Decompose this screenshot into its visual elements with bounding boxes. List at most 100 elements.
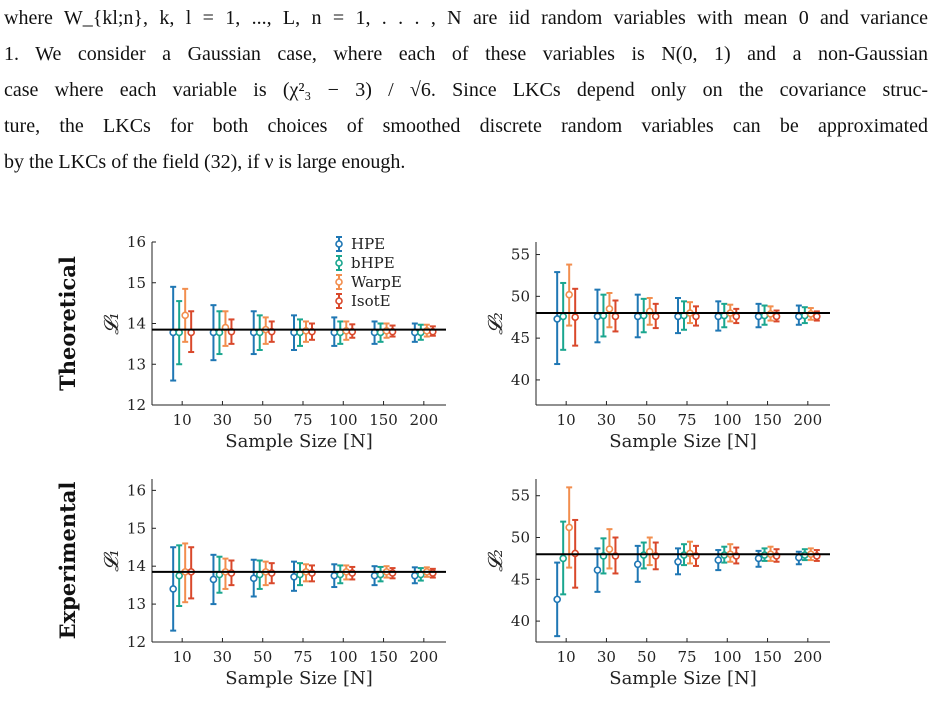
mean-marker-warpe bbox=[605, 305, 614, 313]
mean-marker-hpe bbox=[370, 571, 379, 580]
legend-swatch-marker bbox=[335, 259, 343, 267]
mean-marker-bhpe bbox=[175, 571, 183, 580]
x-tick-label: 200 bbox=[794, 648, 823, 666]
text-line-1: where W_{kl;n}, k, l = 1, ..., L, n = 1,… bbox=[4, 7, 928, 29]
y-tick-label: 13 bbox=[127, 355, 146, 373]
y-tick-label: 13 bbox=[127, 595, 146, 613]
x-tick-label: 150 bbox=[753, 411, 782, 429]
y-tick-label: 16 bbox=[127, 233, 146, 251]
chart-panel-2: 40 45 50 55 10 30 50 75 100 150 200 Sample Size [N]… bbox=[483, 242, 830, 452]
x-tick-label: 150 bbox=[369, 411, 398, 429]
legend-label-isote: IsotE bbox=[351, 292, 391, 310]
mean-marker-warpe bbox=[605, 545, 614, 554]
mean-marker-hpe bbox=[795, 312, 803, 321]
legend-swatch-marker bbox=[335, 278, 343, 286]
y-tick-label: 14 bbox=[127, 557, 146, 575]
lkc-errorbar-figure: 12 13 14 15 16 10 30 50 75 100 150 200 Sample Size [… bbox=[55, 233, 830, 689]
mean-marker-hpe bbox=[249, 574, 258, 583]
x-tick-label: 100 bbox=[713, 648, 742, 666]
x-tick-label: 75 bbox=[293, 648, 312, 666]
x-tick-label: 50 bbox=[637, 648, 656, 666]
x-tick-label: 200 bbox=[794, 411, 823, 429]
mean-marker-hpe bbox=[795, 553, 803, 562]
x-tick-label: 75 bbox=[293, 411, 312, 429]
x-tick-label: 10 bbox=[173, 411, 192, 429]
mean-marker-isote bbox=[571, 313, 579, 322]
mean-marker-bhpe bbox=[559, 312, 567, 321]
mean-marker-hpe bbox=[553, 315, 561, 323]
y-tick-label: 12 bbox=[127, 633, 146, 651]
legend-swatch-marker bbox=[335, 240, 343, 248]
y-tick-label: 45 bbox=[511, 329, 530, 347]
mean-marker-bhpe bbox=[559, 554, 567, 563]
mean-marker-hpe bbox=[169, 585, 177, 593]
x-tick-label: 30 bbox=[213, 411, 232, 429]
x-tick-label: 150 bbox=[753, 648, 782, 666]
row-label: Experimental bbox=[55, 482, 80, 640]
y-tick-label: 55 bbox=[511, 487, 530, 505]
x-tick-label: 100 bbox=[713, 411, 742, 429]
legend-label-hpe: HPE bbox=[351, 235, 385, 253]
mean-marker-hpe bbox=[674, 312, 682, 321]
text-line-5: by the LKCs of the field (32), if ν is l… bbox=[4, 151, 406, 173]
y-axis-label: 𝓛₂ bbox=[483, 549, 507, 572]
y-tick-label: 40 bbox=[511, 371, 530, 389]
chart-panel-3: 12 13 14 15 16 10 30 50 75 100 150 200 Sample Size [… bbox=[55, 479, 446, 689]
x-tick-label: 100 bbox=[329, 411, 358, 429]
y-tick-label: 50 bbox=[511, 529, 530, 547]
mean-marker-hpe bbox=[553, 595, 561, 604]
mean-marker-warpe bbox=[565, 523, 573, 532]
legend-label-warpe: WarpE bbox=[351, 273, 402, 291]
mean-marker-hpe bbox=[593, 312, 602, 321]
mean-marker-isote bbox=[732, 312, 741, 321]
mean-marker-isote bbox=[611, 312, 620, 321]
x-axis-label: Sample Size [N] bbox=[609, 431, 757, 452]
mean-marker-hpe bbox=[633, 560, 642, 569]
mean-marker-isote bbox=[692, 312, 700, 321]
text-line-3: case where each variable is (χ²₃ − 3) / … bbox=[4, 79, 928, 101]
y-tick-label: 45 bbox=[511, 570, 530, 588]
y-tick-label: 14 bbox=[127, 315, 146, 333]
y-tick-label: 55 bbox=[511, 246, 530, 264]
x-tick-label: 50 bbox=[253, 648, 272, 666]
y-axis-label: 𝓛₁ bbox=[99, 549, 123, 572]
y-axis-label: 𝓛₁ bbox=[99, 312, 123, 335]
x-tick-label: 10 bbox=[557, 648, 576, 666]
x-tick-label: 50 bbox=[637, 411, 656, 429]
mean-marker-hpe bbox=[674, 557, 682, 566]
mean-marker-hpe bbox=[754, 554, 763, 563]
y-tick-label: 40 bbox=[511, 612, 530, 630]
x-tick-label: 30 bbox=[213, 648, 232, 666]
y-tick-label: 16 bbox=[127, 481, 146, 499]
y-axis-label: 𝓛₂ bbox=[483, 312, 507, 335]
mean-marker-hpe bbox=[714, 312, 723, 321]
x-tick-label: 100 bbox=[329, 648, 358, 666]
mean-marker-warpe bbox=[181, 311, 189, 320]
legend-label-bhpe: bHPE bbox=[351, 254, 395, 272]
mean-marker-hpe bbox=[593, 566, 602, 574]
x-tick-label: 150 bbox=[369, 648, 398, 666]
x-tick-label: 75 bbox=[677, 411, 696, 429]
mean-marker-hpe bbox=[330, 571, 339, 580]
x-tick-label: 30 bbox=[597, 411, 616, 429]
y-tick-label: 15 bbox=[127, 519, 146, 537]
mean-marker-hpe bbox=[209, 575, 218, 584]
text-line-2: 1. We consider a Gaussian case, where ea… bbox=[4, 43, 928, 65]
x-tick-label: 50 bbox=[253, 411, 272, 429]
mean-marker-hpe bbox=[754, 312, 763, 321]
x-tick-label: 10 bbox=[173, 648, 192, 666]
x-tick-label: 200 bbox=[410, 411, 439, 429]
mean-marker-isote bbox=[651, 312, 660, 321]
mean-marker-isote bbox=[772, 312, 781, 321]
mean-marker-hpe bbox=[411, 571, 419, 580]
x-axis-label: Sample Size [N] bbox=[225, 431, 373, 452]
x-axis-label: Sample Size [N] bbox=[225, 668, 373, 689]
x-tick-label: 75 bbox=[677, 648, 696, 666]
x-tick-label: 10 bbox=[557, 411, 576, 429]
mean-marker-isote bbox=[813, 312, 821, 321]
mean-marker-hpe bbox=[633, 312, 642, 321]
mean-marker-hpe bbox=[714, 556, 723, 564]
x-tick-label: 30 bbox=[597, 648, 616, 666]
chart-panel-1: 12 13 14 15 16 10 30 50 75 100 150 200 Sample Size [… bbox=[55, 233, 446, 452]
